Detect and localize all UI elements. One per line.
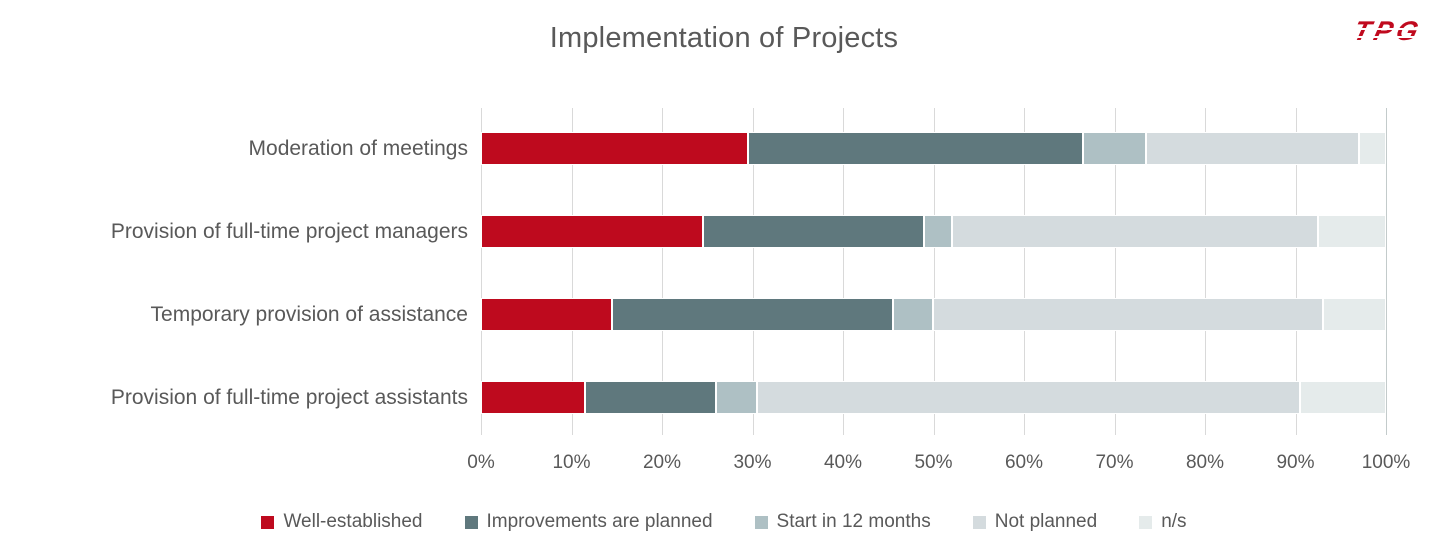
bar-segment-not-planned	[951, 215, 1319, 248]
legend-item: n/s	[1139, 511, 1187, 533]
x-tick-label: 10%	[552, 452, 591, 473]
gridline	[1386, 108, 1387, 435]
category-label: Provision of full-time project managers	[110, 219, 468, 243]
gridline	[1205, 108, 1206, 435]
bar-segment-n-s	[1322, 298, 1386, 331]
legend-label: n/s	[1161, 511, 1187, 532]
bar-segment-start-in-12-months	[716, 381, 757, 414]
bar-row	[481, 215, 1386, 248]
plot-area	[481, 108, 1387, 435]
chart-title: Implementation of Projects	[549, 22, 899, 54]
gridline	[662, 108, 663, 435]
x-tick-label: 20%	[642, 452, 682, 473]
legend-swatch	[1139, 515, 1153, 529]
legend-item: Start in 12 months	[754, 511, 931, 533]
bar-segment-not-planned	[933, 298, 1323, 331]
tpg-logo: TPG	[1348, 16, 1426, 47]
gridline	[481, 108, 482, 435]
bar-segment-start-in-12-months	[892, 298, 934, 331]
legend-item: Well-established	[261, 511, 423, 533]
legend-swatch	[972, 515, 986, 529]
legend-swatch	[754, 515, 768, 529]
x-tick-label: 40%	[823, 452, 863, 473]
bar-row	[481, 132, 1386, 165]
bar-segment-n-s	[1300, 381, 1386, 414]
bar-segment-improvements-are-planned	[612, 298, 893, 331]
legend-label: Improvements are planned	[486, 511, 713, 532]
bar-segment-improvements-are-planned	[585, 381, 717, 414]
x-tick-label: 60%	[1004, 452, 1044, 473]
category-label: Temporary provision of assistance	[150, 302, 468, 326]
legend-label: Start in 12 months	[776, 511, 931, 532]
bar-segment-n-s	[1318, 215, 1386, 248]
bar-row	[481, 298, 1386, 331]
x-tick-label: 100%	[1361, 452, 1411, 473]
gridline	[752, 108, 754, 435]
bar-segment-not-planned	[757, 381, 1300, 414]
bar-segment-well-established	[481, 298, 613, 331]
bar-segment-well-established	[481, 215, 703, 248]
gridline	[1024, 108, 1025, 435]
bar-segment-well-established	[481, 132, 748, 165]
x-tick-label: 70%	[1095, 452, 1134, 473]
legend-label: Not planned	[994, 511, 1098, 532]
bar-segment-well-established	[481, 381, 586, 414]
legend-item: Improvements are planned	[464, 511, 713, 533]
x-tick-label: 80%	[1185, 452, 1225, 473]
gridline	[843, 108, 844, 435]
legend-label: Well-established	[283, 511, 423, 532]
bar-segment-start-in-12-months	[924, 215, 952, 248]
legend-swatch	[261, 515, 275, 529]
legend-swatch	[464, 515, 478, 529]
gridline	[1295, 108, 1297, 435]
bar-segment-n-s	[1358, 132, 1386, 165]
gridline	[933, 108, 935, 435]
logo-stripe	[1350, 27, 1425, 30]
bar-segment-start-in-12-months	[1082, 132, 1147, 165]
x-tick-label: 50%	[914, 452, 953, 473]
bar-segment-improvements-are-planned	[702, 215, 925, 248]
x-tick-label: 90%	[1276, 452, 1315, 473]
bar-segment-not-planned	[1146, 132, 1359, 165]
bar-row	[481, 381, 1386, 414]
x-tick-label: 0%	[467, 452, 495, 473]
category-label: Provision of full-time project assistant…	[110, 385, 468, 409]
legend-item: Not planned	[972, 511, 1098, 533]
x-tick-label: 30%	[733, 452, 772, 473]
category-label: Moderation of meetings	[248, 136, 468, 160]
gridline	[571, 108, 573, 435]
bar-segment-improvements-are-planned	[747, 132, 1083, 165]
tpg-logo-text: TPG	[1350, 16, 1426, 46]
logo-stripe	[1348, 35, 1423, 38]
gridline	[1114, 108, 1116, 435]
legend: Well-established Improvements are planned…	[0, 511, 1448, 533]
